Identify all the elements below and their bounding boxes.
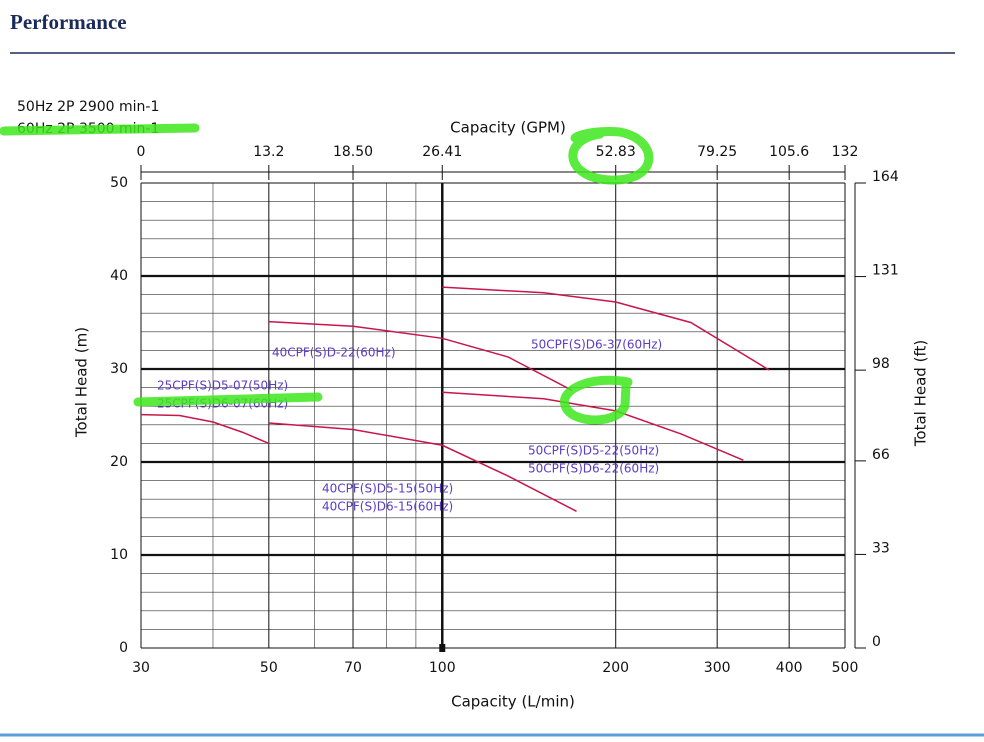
y2-axis-title: Total Head (ft)	[912, 340, 930, 447]
curve-label: 50CPF(S)D5-22(50Hz)	[528, 444, 659, 458]
x-tick-label: 70	[344, 660, 362, 676]
axis-marker	[439, 644, 446, 652]
highlight	[560, 375, 633, 425]
y-tick-label: 20	[110, 454, 128, 470]
x2-tick-label: 79.25	[697, 144, 737, 160]
y-tick-label: 50	[110, 175, 128, 191]
curve	[140, 413, 270, 445]
y2-tick-label: 33	[872, 540, 890, 556]
plot: 0 10 20 30 40 50 30 50 70 100 200 300 400 500 0 13.2 18.…	[110, 144, 899, 676]
curve-label: 25CPF(S)D5-07(50Hz)	[157, 379, 288, 393]
x2-tick-label: 52.83	[596, 144, 636, 160]
curve	[268, 320, 573, 392]
y2-tick-label: 0	[872, 634, 881, 650]
curve-label: 40CPF(S)D-22(60Hz)	[272, 346, 396, 360]
y-tick-label: 10	[110, 547, 128, 563]
note: 50Hz 2P 2900 min-1	[17, 99, 159, 115]
x-tick-label: 500	[832, 660, 859, 676]
x2-tick-label: 26.41	[422, 144, 462, 160]
y-tick-label: 0	[119, 640, 128, 656]
highlight	[0, 123, 200, 136]
x2-tick-label: 105.6	[769, 144, 809, 160]
y-tick-label: 40	[110, 268, 128, 284]
highlight	[133, 392, 323, 407]
x2-tick-label: 13.2	[253, 144, 284, 160]
x-tick-label: 400	[776, 660, 803, 676]
x2-tick-label: 18.50	[333, 144, 373, 160]
curve-label: 40CPF(S)D6-15(60Hz)	[322, 500, 453, 514]
x-axis-title: Capacity (L/min)	[451, 693, 575, 711]
curve	[268, 422, 577, 512]
page-title: Performance	[10, 10, 127, 34]
y2-tick-label: 164	[872, 169, 899, 185]
y2-tick-label: 98	[872, 356, 890, 372]
x-tick-label: 300	[704, 660, 731, 676]
x2-axis-title: Capacity (GPM)	[450, 119, 566, 137]
x-tick-label: 50	[260, 660, 278, 676]
y2-tick-label: 66	[872, 447, 890, 463]
y2-tick-label: 131	[872, 263, 899, 279]
curve-label: 50CPF(S)D6-37(60Hz)	[531, 338, 662, 352]
highlight	[568, 127, 654, 185]
x-tick-label: 200	[602, 660, 629, 676]
y-tick-label: 30	[110, 361, 128, 377]
curve	[442, 286, 770, 371]
highlights	[0, 123, 654, 425]
x2-tick-label: 0	[137, 144, 146, 160]
x2-tick-label: 132	[832, 144, 859, 160]
curve-label: 50CPF(S)D6-22(60Hz)	[528, 462, 659, 476]
x-tick-label: 100	[429, 660, 456, 676]
curve-label: 40CPF(S)D5-15(50Hz)	[322, 482, 453, 496]
y-axis-title: Total Head (m)	[73, 327, 91, 438]
x-tick-label: 30	[132, 660, 150, 676]
